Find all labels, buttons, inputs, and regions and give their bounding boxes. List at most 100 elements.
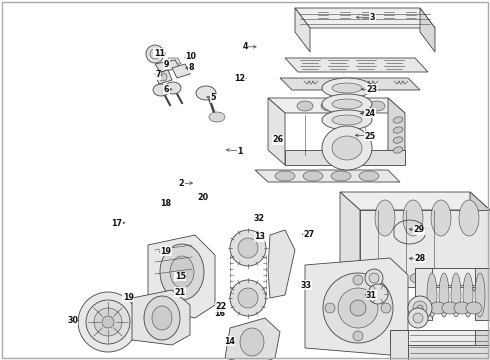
Text: 13: 13: [254, 233, 265, 242]
Ellipse shape: [368, 284, 388, 304]
Text: 26: 26: [273, 135, 284, 144]
Ellipse shape: [403, 200, 423, 236]
Text: 31: 31: [366, 291, 377, 300]
Ellipse shape: [454, 302, 470, 314]
Ellipse shape: [321, 101, 337, 111]
Ellipse shape: [332, 115, 362, 125]
Polygon shape: [148, 235, 215, 318]
Polygon shape: [390, 330, 408, 360]
Text: 5: 5: [210, 94, 216, 103]
Ellipse shape: [196, 86, 216, 100]
Ellipse shape: [152, 306, 172, 330]
Polygon shape: [340, 192, 360, 305]
Ellipse shape: [332, 83, 362, 93]
Ellipse shape: [275, 171, 295, 181]
Text: 11: 11: [154, 49, 165, 58]
Polygon shape: [132, 290, 190, 345]
Text: 15: 15: [175, 272, 186, 281]
Ellipse shape: [431, 200, 451, 236]
Polygon shape: [415, 268, 432, 320]
Polygon shape: [285, 150, 405, 165]
Ellipse shape: [331, 171, 351, 181]
Polygon shape: [268, 230, 295, 298]
Ellipse shape: [86, 300, 130, 344]
Polygon shape: [475, 268, 490, 320]
Ellipse shape: [165, 82, 181, 94]
Ellipse shape: [413, 301, 427, 315]
Ellipse shape: [365, 269, 383, 287]
Text: 8: 8: [188, 63, 194, 72]
Ellipse shape: [353, 331, 363, 341]
Ellipse shape: [432, 273, 448, 283]
Ellipse shape: [238, 288, 258, 308]
Text: 19: 19: [160, 247, 171, 256]
Polygon shape: [340, 192, 490, 210]
Ellipse shape: [410, 273, 426, 283]
Text: 16: 16: [214, 309, 225, 318]
Polygon shape: [305, 258, 408, 355]
Text: 33: 33: [301, 281, 312, 289]
Ellipse shape: [209, 112, 225, 122]
Polygon shape: [470, 192, 490, 305]
Ellipse shape: [359, 171, 379, 181]
Text: 21: 21: [175, 288, 186, 297]
Polygon shape: [390, 330, 490, 345]
Polygon shape: [255, 170, 400, 182]
Text: 6: 6: [164, 85, 170, 94]
Ellipse shape: [238, 238, 258, 258]
Text: 12: 12: [235, 74, 245, 83]
Ellipse shape: [345, 101, 361, 111]
Polygon shape: [360, 210, 490, 287]
Ellipse shape: [430, 302, 446, 314]
Polygon shape: [415, 268, 490, 285]
Text: 25: 25: [365, 132, 375, 141]
Ellipse shape: [408, 308, 428, 328]
Ellipse shape: [240, 328, 264, 356]
Ellipse shape: [381, 303, 391, 313]
Ellipse shape: [150, 49, 160, 59]
Ellipse shape: [393, 147, 403, 153]
Ellipse shape: [332, 136, 362, 160]
Polygon shape: [168, 58, 181, 64]
Ellipse shape: [170, 256, 194, 288]
Ellipse shape: [102, 316, 114, 328]
Ellipse shape: [322, 126, 372, 170]
Ellipse shape: [393, 117, 403, 123]
Text: 32: 32: [253, 215, 264, 223]
Ellipse shape: [144, 296, 180, 340]
Text: 7: 7: [155, 71, 161, 80]
Text: 3: 3: [369, 13, 375, 22]
Ellipse shape: [375, 200, 395, 236]
Ellipse shape: [459, 200, 479, 236]
Ellipse shape: [94, 308, 122, 336]
Polygon shape: [475, 330, 490, 360]
Ellipse shape: [230, 280, 266, 316]
Ellipse shape: [466, 302, 482, 314]
Ellipse shape: [322, 78, 372, 98]
Ellipse shape: [297, 101, 313, 111]
Text: 19: 19: [123, 292, 134, 302]
Ellipse shape: [323, 273, 393, 343]
Text: 4: 4: [242, 42, 248, 51]
Ellipse shape: [332, 99, 362, 109]
Text: 24: 24: [365, 109, 375, 118]
Text: 14: 14: [224, 337, 235, 346]
Polygon shape: [280, 78, 420, 90]
Ellipse shape: [353, 275, 363, 285]
Text: 9: 9: [164, 60, 170, 69]
Ellipse shape: [413, 313, 423, 323]
Polygon shape: [225, 318, 280, 360]
Ellipse shape: [463, 273, 473, 317]
Ellipse shape: [338, 288, 378, 328]
Polygon shape: [155, 60, 180, 72]
Polygon shape: [268, 98, 405, 113]
Polygon shape: [172, 64, 190, 78]
Ellipse shape: [442, 302, 458, 314]
Text: 29: 29: [414, 225, 424, 234]
Ellipse shape: [369, 273, 379, 283]
Polygon shape: [408, 345, 490, 360]
Ellipse shape: [475, 273, 485, 317]
Ellipse shape: [439, 273, 449, 317]
Ellipse shape: [427, 273, 437, 317]
Ellipse shape: [78, 292, 138, 352]
